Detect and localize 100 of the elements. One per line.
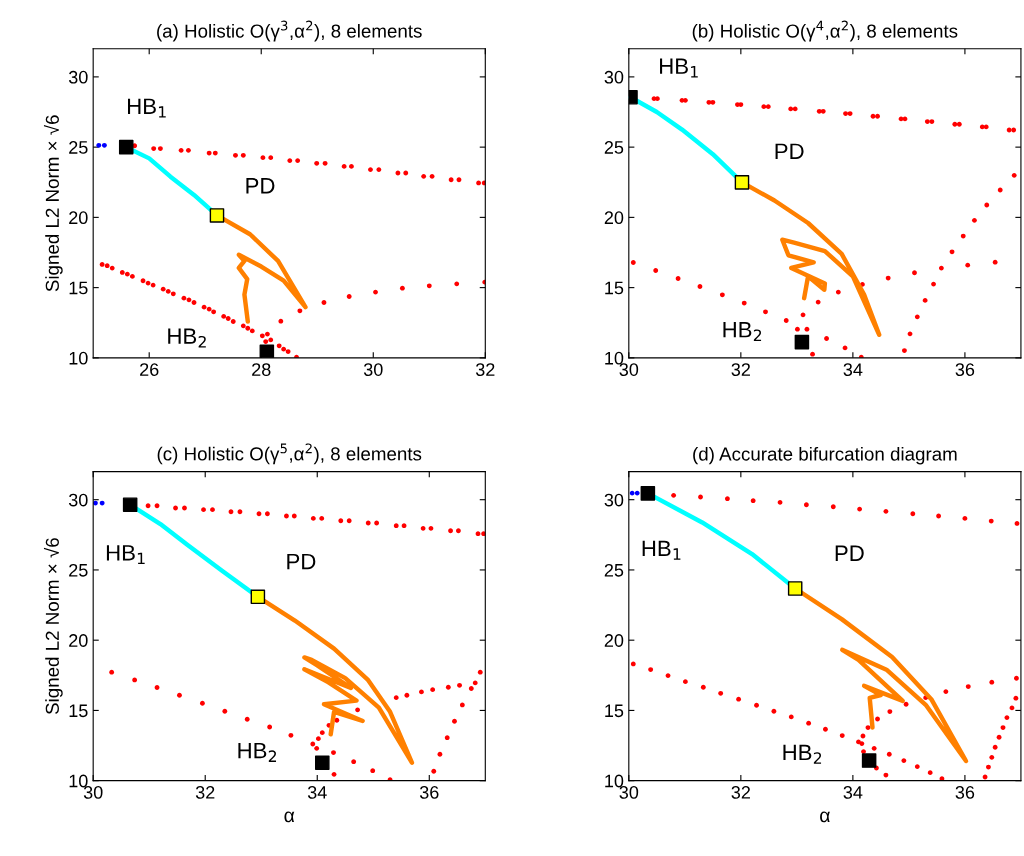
point: [736, 696, 742, 702]
chart-title: (a) Holistic O(γ$^{3}$,α$^{2}$), 8 elements: [157, 20, 422, 42]
point: [989, 754, 995, 760]
point: [989, 679, 995, 685]
annotation: HB$_{2}$: [168, 328, 206, 348]
point: [734, 175, 750, 190]
point: [648, 667, 654, 672]
point: [671, 492, 677, 498]
point: [787, 581, 803, 596]
point: [788, 714, 794, 720]
point: [209, 208, 225, 223]
y-tick-label: 10: [605, 774, 624, 788]
point: [1013, 695, 1019, 701]
point: [962, 515, 968, 521]
y-tick-label: 20: [604, 634, 624, 647]
annotation: PD: [835, 545, 864, 561]
y-tick-label: 20: [69, 634, 88, 647]
point: [992, 744, 998, 750]
point: [830, 504, 836, 510]
y-tick-label: 25: [69, 563, 88, 577]
y-tick-label: 15: [605, 704, 624, 718]
annotation: PD: [287, 553, 316, 570]
point: [927, 770, 933, 776]
x-tick-label: 36: [955, 363, 975, 376]
point: [943, 689, 949, 695]
y-tick-label: 30: [604, 70, 624, 84]
x-tick-label: 34: [843, 363, 863, 376]
point: [634, 490, 640, 496]
x-tick-label: 36: [419, 786, 439, 799]
point: [118, 139, 134, 155]
point: [996, 734, 1002, 740]
annotation: PD: [775, 143, 804, 159]
chart-title: (b) Holistic O(γ$^{4}$,α$^{2}$), 8 elements: [692, 20, 958, 42]
annotation: HB$_{1}$: [660, 58, 698, 78]
point: [903, 701, 909, 707]
annotation: HB$_{1}$: [128, 98, 166, 118]
point: [101, 142, 107, 148]
y-tick-label: 30: [68, 70, 88, 84]
y-tick-label: 30: [68, 493, 88, 507]
y-tick-label: 25: [69, 141, 88, 154]
annotation: PD: [246, 178, 275, 194]
y-tick-label: 10: [69, 774, 88, 788]
annotation: HB$_{1}$: [106, 545, 145, 565]
y-tick-label: 20: [69, 211, 88, 225]
x-tick-label: 32: [475, 363, 495, 376]
y-axis-title: Signed L2 Norm × √6: [43, 115, 63, 292]
annotation: HB$_{2}$: [238, 742, 277, 762]
x-tick-label: 32: [731, 786, 750, 799]
point: [754, 702, 759, 708]
x-tick-label: 30: [363, 363, 383, 376]
point: [803, 502, 809, 508]
point: [250, 589, 266, 605]
point: [901, 758, 907, 763]
y-tick-label: 10: [605, 351, 624, 365]
y-tick-label: 15: [69, 704, 88, 718]
point: [1014, 675, 1019, 681]
point: [771, 708, 777, 714]
point: [122, 497, 138, 513]
point: [777, 499, 783, 505]
x-axis-title: α: [820, 811, 830, 823]
y-axis-title: Signed L2 Norm × √6: [43, 538, 63, 715]
point: [630, 661, 636, 667]
point: [859, 741, 865, 746]
point: [96, 142, 102, 148]
chart-title: (d) Accurate bifurcation diagram: [693, 446, 957, 465]
x-tick-label: 34: [843, 786, 863, 799]
x-tick-label: 30: [619, 363, 639, 376]
point: [861, 753, 877, 768]
point: [700, 684, 706, 690]
x-axis-title: α: [284, 811, 295, 823]
point: [914, 764, 920, 770]
point: [725, 496, 730, 502]
point: [839, 733, 845, 738]
y-tick-label: 15: [605, 281, 624, 295]
y-tick-label: 25: [604, 563, 624, 577]
point: [718, 690, 724, 696]
x-tick-label: 36: [955, 786, 975, 799]
annotation: HB$_{2}$: [783, 744, 822, 764]
point: [806, 720, 812, 726]
point: [861, 749, 866, 754]
x-tick-label: 34: [307, 786, 327, 799]
point: [640, 486, 656, 501]
y-tick-label: 20: [604, 211, 624, 225]
y-tick-label: 30: [604, 493, 624, 507]
point: [988, 518, 994, 524]
x-tick-label: 28: [252, 363, 271, 376]
y-tick-label: 25: [604, 141, 624, 154]
point: [750, 498, 756, 504]
point: [871, 745, 877, 751]
point: [315, 755, 330, 770]
annotation: HB$_{2}$: [723, 322, 762, 341]
point: [965, 684, 971, 689]
point: [887, 709, 893, 714]
point: [886, 751, 892, 757]
annotation: HB$_{1}$: [642, 540, 681, 560]
y-tick-label: 15: [69, 281, 88, 295]
point: [910, 511, 916, 517]
chart-title: (c) Holistic O(γ$^{5}$,α$^{2}$), 8 elements: [157, 443, 422, 465]
x-tick-label: 32: [195, 786, 215, 799]
x-tick-label: 30: [83, 786, 103, 799]
